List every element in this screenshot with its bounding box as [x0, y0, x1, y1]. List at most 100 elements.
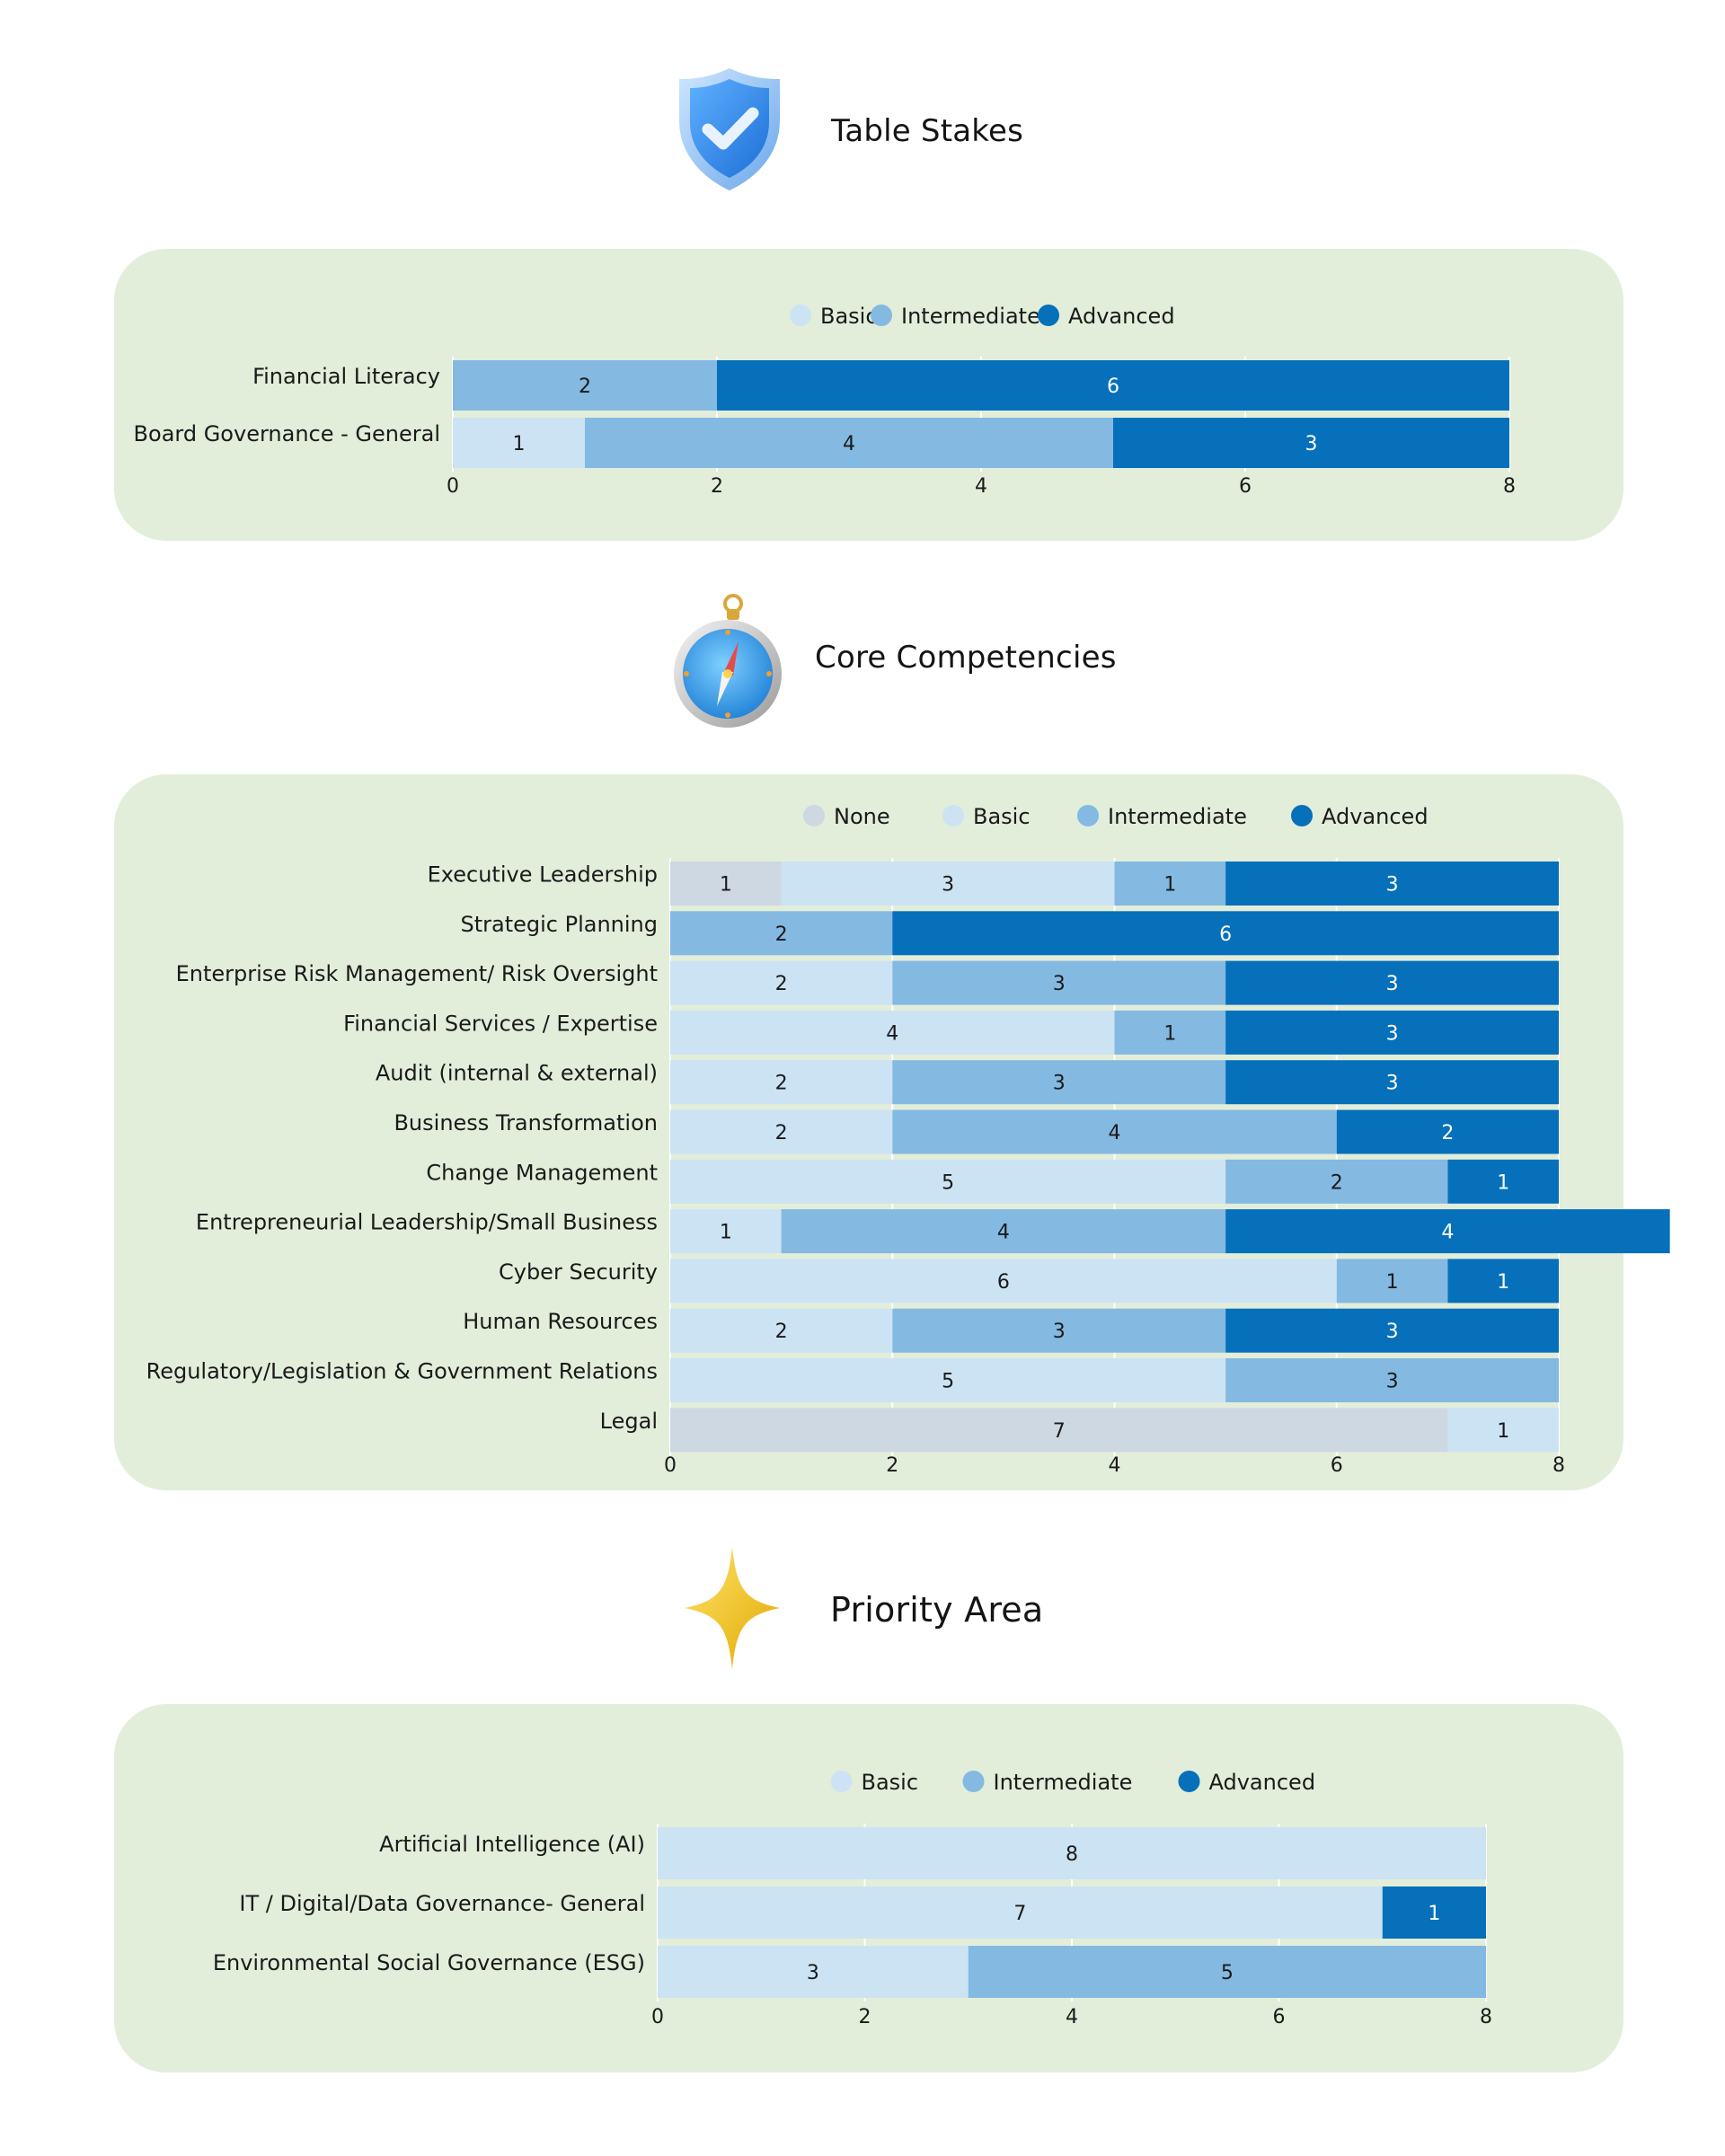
bar-segment-basic [658, 1827, 1486, 1879]
category-label: Regulatory/Legislation & Government Rela… [146, 1359, 658, 1384]
legend-item-basic: Basic [790, 304, 878, 329]
bar-segment-intermediate [1225, 1159, 1448, 1204]
bar-segment-intermediate [670, 911, 893, 956]
data-label: 3 [1386, 1022, 1399, 1045]
data-label: 4 [843, 433, 855, 455]
core-competencies-chart: None Basic Intermediate Advanced Executive L… [146, 804, 1670, 1477]
data-label: 3 [1386, 1321, 1399, 1343]
data-label: 3 [1386, 1073, 1399, 1095]
data-label: 2 [775, 923, 788, 946]
category-label: Business Transformation [394, 1110, 658, 1135]
data-label: 1 [1497, 1420, 1509, 1443]
category-label: Environmental Social Governance (ESG) [213, 1950, 645, 1975]
legend-item-advanced: Advanced [1038, 304, 1175, 329]
legend-swatch-basic [830, 1771, 853, 1792]
bar-segment-basic [670, 1358, 1226, 1402]
bar-segment-none [670, 1408, 1448, 1453]
data-label: 3 [1386, 874, 1399, 897]
data-label: 4 [1441, 1222, 1454, 1244]
data-label: 6 [1219, 923, 1232, 946]
legend-label-basic: Basic [973, 804, 1031, 829]
x-tick-label: 4 [975, 475, 987, 498]
sparkle-star-icon [683, 1545, 782, 1671]
category-label: Enterprise Risk Management/ Risk Oversig… [176, 961, 658, 986]
bar-segment-advanced [1382, 1886, 1486, 1939]
bar-segment-advanced [1447, 1159, 1559, 1204]
bar-segment-intermediate [1114, 862, 1226, 906]
bar-segment-basic [670, 1308, 893, 1353]
data-label: 6 [997, 1271, 1010, 1294]
legend-label-intermediate: Intermediate [901, 304, 1040, 329]
priority-area-chart: Basic Intermediate Advanced Artificial Inte… [213, 1770, 1492, 2028]
data-label: 6 [1107, 376, 1119, 398]
legend-item-intermediate: Intermediate [1077, 804, 1247, 829]
data-label: 4 [1109, 1122, 1121, 1144]
category-label: Strategic Planning [460, 912, 658, 937]
bar-segment-basic [658, 1946, 969, 1998]
data-label: 2 [775, 973, 788, 995]
data-label: 1 [1386, 1271, 1399, 1294]
legend-item-advanced: Advanced [1291, 804, 1429, 829]
data-label: 1 [1163, 1022, 1176, 1045]
data-label: 3 [807, 1962, 819, 1984]
bar-segment-advanced [1225, 960, 1559, 1005]
bar-segment-advanced [717, 360, 1509, 411]
x-tick-label: 8 [1503, 475, 1516, 498]
data-label: 1 [720, 1222, 732, 1244]
category-label: IT / Digital/Data Governance- General [239, 1891, 645, 1916]
data-label: 7 [1053, 1420, 1066, 1443]
legend-swatch-advanced [1291, 805, 1313, 826]
bar-segment-intermediate [892, 1308, 1226, 1353]
bar-segment-advanced [1225, 862, 1559, 906]
x-tick-label: 2 [711, 475, 723, 498]
bar-segment-intermediate [968, 1946, 1486, 1998]
legend-swatch-intermediate [871, 305, 892, 326]
bar-segment-none [670, 862, 782, 906]
category-label: Board Governance - General [134, 421, 440, 446]
legend-swatch-advanced [1038, 305, 1059, 326]
table-stakes-panel: Basic Intermediate Advanced Financial Liter… [114, 249, 1623, 541]
bar-segment-intermediate [892, 960, 1226, 1005]
bar-segment-intermediate [453, 360, 717, 411]
data-label: 3 [1053, 973, 1066, 995]
bar-segment-advanced [1447, 1259, 1559, 1303]
data-label: 5 [942, 1171, 954, 1194]
x-tick-label: 4 [1066, 2006, 1078, 2028]
legend-label-basic: Basic [820, 304, 878, 329]
x-tick-label: 8 [1480, 2006, 1492, 2028]
category-label: Financial Literacy [252, 364, 440, 389]
data-label: 3 [1386, 973, 1399, 995]
category-label: Human Resources [463, 1309, 658, 1334]
category-label: Audit (internal & external) [376, 1061, 658, 1086]
data-label: 4 [886, 1022, 898, 1045]
shield-check-icon [674, 65, 785, 194]
data-label: 3 [1305, 433, 1318, 455]
section-title-core-competencies: Core Competencies [815, 640, 1117, 676]
data-label: 3 [1053, 1073, 1066, 1095]
data-label: 8 [1066, 1843, 1078, 1866]
legend-swatch-basic [790, 305, 811, 326]
category-label: Legal [600, 1409, 658, 1434]
category-label: Change Management [426, 1160, 658, 1185]
bar-segment-advanced [1225, 1010, 1559, 1055]
bar-segment-basic [670, 1209, 782, 1254]
legend-swatch-basic [942, 805, 964, 826]
category-label: Entrepreneurial Leadership/Small Busines… [196, 1210, 658, 1235]
bar-segment-intermediate [892, 1060, 1226, 1105]
category-label: Executive Leadership [428, 862, 658, 888]
data-label: 1 [1428, 1903, 1440, 1925]
legend-label-advanced: Advanced [1068, 304, 1175, 329]
section-title-priority-area: Priority Area [830, 1590, 1044, 1630]
bar-segment-basic [670, 1109, 893, 1154]
x-tick-label: 0 [447, 475, 459, 498]
priority-area-panel: Basic Intermediate Advanced Artificial Inte… [114, 1704, 1623, 2072]
bar-segment-advanced [1225, 1308, 1559, 1353]
category-label: Financial Services / Expertise [343, 1011, 658, 1036]
legend-item-basic: Basic [942, 804, 1031, 829]
bar-segment-intermediate [892, 1109, 1337, 1154]
legend-item-advanced: Advanced [1178, 1770, 1315, 1795]
data-label: 1 [1497, 1171, 1509, 1194]
bar-segment-basic [670, 1010, 1115, 1055]
bar-segment-basic [658, 1886, 1383, 1939]
legend-item-basic: Basic [830, 1770, 918, 1795]
